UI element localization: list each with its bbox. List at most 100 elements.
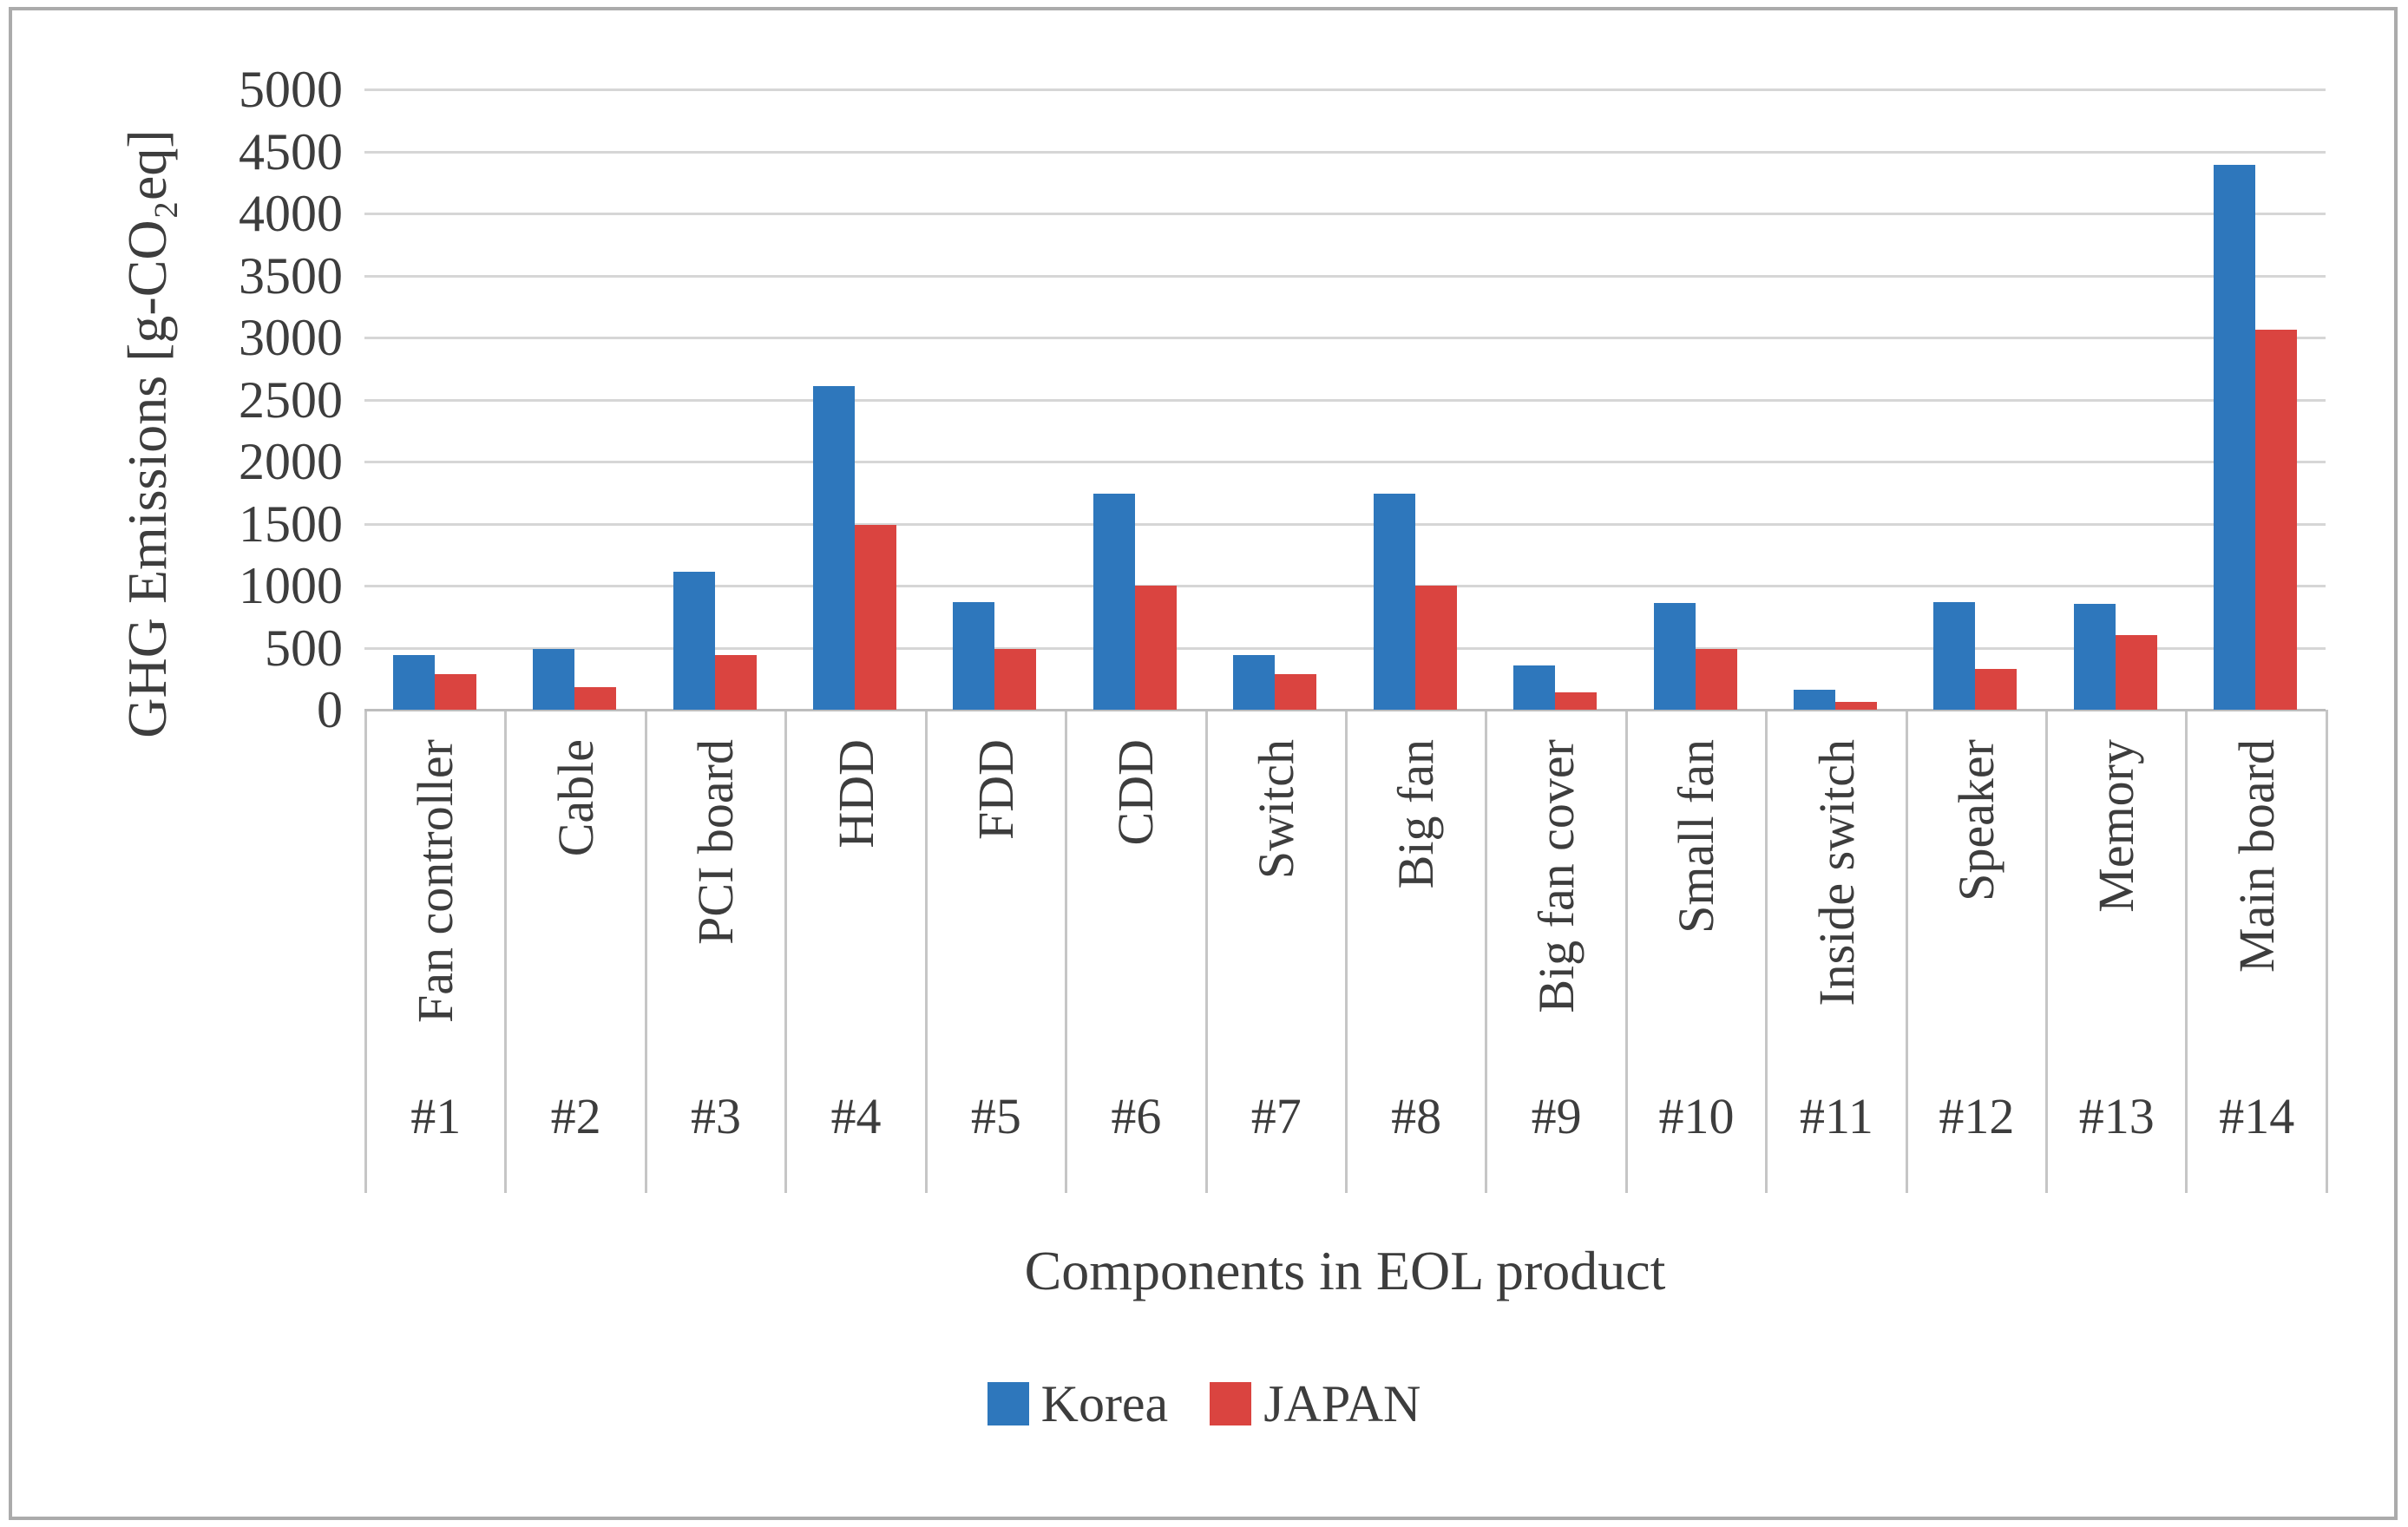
category-id-label: #7 — [1250, 1088, 1302, 1144]
category-id-label: #3 — [691, 1088, 742, 1144]
bar-korea-#9 — [1513, 665, 1556, 710]
plot-area — [364, 88, 2326, 711]
legend-item-japan: JAPAN — [1210, 1378, 1421, 1430]
category-cell-#9: Big fan cover #9 — [1485, 710, 1624, 1193]
y-tick-label: 1500 — [239, 495, 343, 553]
bar-japan-#5 — [994, 648, 1037, 710]
category-label: Switch — [1247, 739, 1304, 880]
y-tick-label: 500 — [265, 619, 343, 677]
gridline — [364, 398, 2326, 402]
bar-group-#14 — [2185, 89, 2325, 710]
bar-korea-#12 — [1933, 601, 1976, 710]
bar-japan-#3 — [714, 655, 757, 710]
category-label: Memory — [2088, 739, 2145, 913]
category-cell-#14: Main board #14 — [2185, 710, 2325, 1193]
category-label: Big fan cover — [1527, 739, 1585, 1013]
bar-japan-#10 — [1695, 648, 1737, 710]
gridline — [364, 274, 2326, 278]
bar-korea-#8 — [1373, 494, 1415, 710]
bar-group-#9 — [1485, 89, 1624, 710]
category-id-label: #9 — [1531, 1088, 1582, 1144]
bar-japan-#4 — [854, 524, 896, 710]
category-label: Main board — [2228, 739, 2285, 973]
legend-swatch-icon — [987, 1382, 1029, 1425]
category-cell-#8: Big fan #8 — [1344, 710, 1485, 1193]
category-cell-#4: HDD #4 — [784, 710, 924, 1193]
category-cell-#13: Memory #13 — [2045, 710, 2185, 1193]
bar-korea-#4 — [812, 385, 855, 710]
bar-group-#10 — [1625, 89, 1765, 710]
category-cell-#5: FDD #5 — [924, 710, 1065, 1193]
bar-group-#8 — [1345, 89, 1485, 710]
bar-group-#2 — [504, 89, 644, 710]
category-label: Fan controller — [407, 739, 464, 1023]
category-cell-#2: Cable #2 — [504, 710, 644, 1193]
category-id-label: #6 — [1111, 1088, 1162, 1144]
bar-group-#3 — [645, 89, 784, 710]
bar-group-#4 — [784, 89, 924, 710]
category-label: PCI board — [687, 739, 745, 945]
category-cell-#11: Inside switch #11 — [1765, 710, 1905, 1193]
gridline — [364, 88, 2326, 91]
x-axis-line — [364, 709, 2326, 711]
y-tick-label: 4000 — [239, 185, 343, 242]
category-cell-#3: PCI board #3 — [644, 710, 784, 1193]
gridline — [364, 585, 2326, 587]
y-tick-label: 3000 — [239, 309, 343, 366]
legend-label: JAPAN — [1263, 1375, 1421, 1432]
category-id-label: #11 — [1800, 1088, 1873, 1144]
bar-korea-#13 — [2073, 604, 2116, 710]
gridline — [364, 337, 2326, 339]
bar-korea-#11 — [1793, 690, 1835, 710]
bar-korea-#3 — [673, 572, 715, 710]
category-cell-#7: Switch #7 — [1204, 710, 1345, 1193]
bar-japan-#14 — [2255, 330, 2298, 710]
bar-groups — [364, 89, 2326, 710]
y-tick-label: 4500 — [239, 122, 343, 180]
bar-korea-#14 — [2214, 165, 2256, 710]
bar-japan-#11 — [1834, 702, 1877, 710]
bar-japan-#1 — [434, 673, 476, 710]
bar-japan-#12 — [1975, 668, 2018, 710]
bar-japan-#7 — [1275, 673, 1317, 710]
bar-group-#7 — [1205, 89, 1345, 710]
category-label: Speaker — [1947, 739, 2004, 901]
category-label: Big fan — [1388, 739, 1445, 889]
bar-korea-#7 — [1233, 655, 1276, 710]
bar-group-#6 — [1065, 89, 1204, 710]
category-cell-#6: CDD #6 — [1065, 710, 1204, 1193]
bar-group-#11 — [1765, 89, 1905, 710]
y-tick-label: 0 — [317, 681, 343, 738]
bar-group-#1 — [364, 89, 504, 710]
gridline — [364, 150, 2326, 154]
category-cell-#10: Small fan #10 — [1624, 710, 1765, 1193]
y-tick-label: 2000 — [239, 433, 343, 490]
category-label: FDD — [968, 739, 1024, 841]
x-axis-title: Components in EOL product — [1024, 1240, 1666, 1301]
category-id-label: #14 — [2219, 1088, 2295, 1144]
x-axis-category-table: Fan controller #1 Cable #2 PCI board #3 HDD #4 F… — [364, 710, 2328, 1193]
gridline — [364, 461, 2326, 463]
category-cell-#1: Fan controller #1 — [364, 710, 504, 1193]
legend-item-korea: Korea — [987, 1378, 1168, 1430]
category-cell-#12: Speaker #12 — [1905, 710, 2045, 1193]
bar-korea-#2 — [533, 648, 575, 710]
y-tick-label: 2500 — [239, 370, 343, 429]
bar-japan-#6 — [1134, 586, 1177, 710]
category-id-label: #5 — [970, 1088, 1021, 1144]
bar-group-#5 — [925, 89, 1065, 710]
category-label: CDD — [1107, 739, 1165, 846]
bar-japan-#2 — [574, 687, 617, 710]
category-id-label: #1 — [410, 1088, 462, 1144]
y-tick-label: 1000 — [239, 557, 343, 614]
bar-japan-#13 — [2115, 635, 2157, 710]
category-id-label: #12 — [1939, 1088, 2015, 1144]
bar-japan-#8 — [1414, 586, 1457, 710]
category-id-label: #4 — [830, 1088, 882, 1144]
y-tick-label: 3500 — [239, 246, 343, 305]
legend: Korea JAPAN — [0, 1378, 2408, 1430]
gridline — [364, 522, 2326, 526]
gridline — [364, 213, 2326, 215]
bar-korea-#5 — [953, 601, 995, 710]
